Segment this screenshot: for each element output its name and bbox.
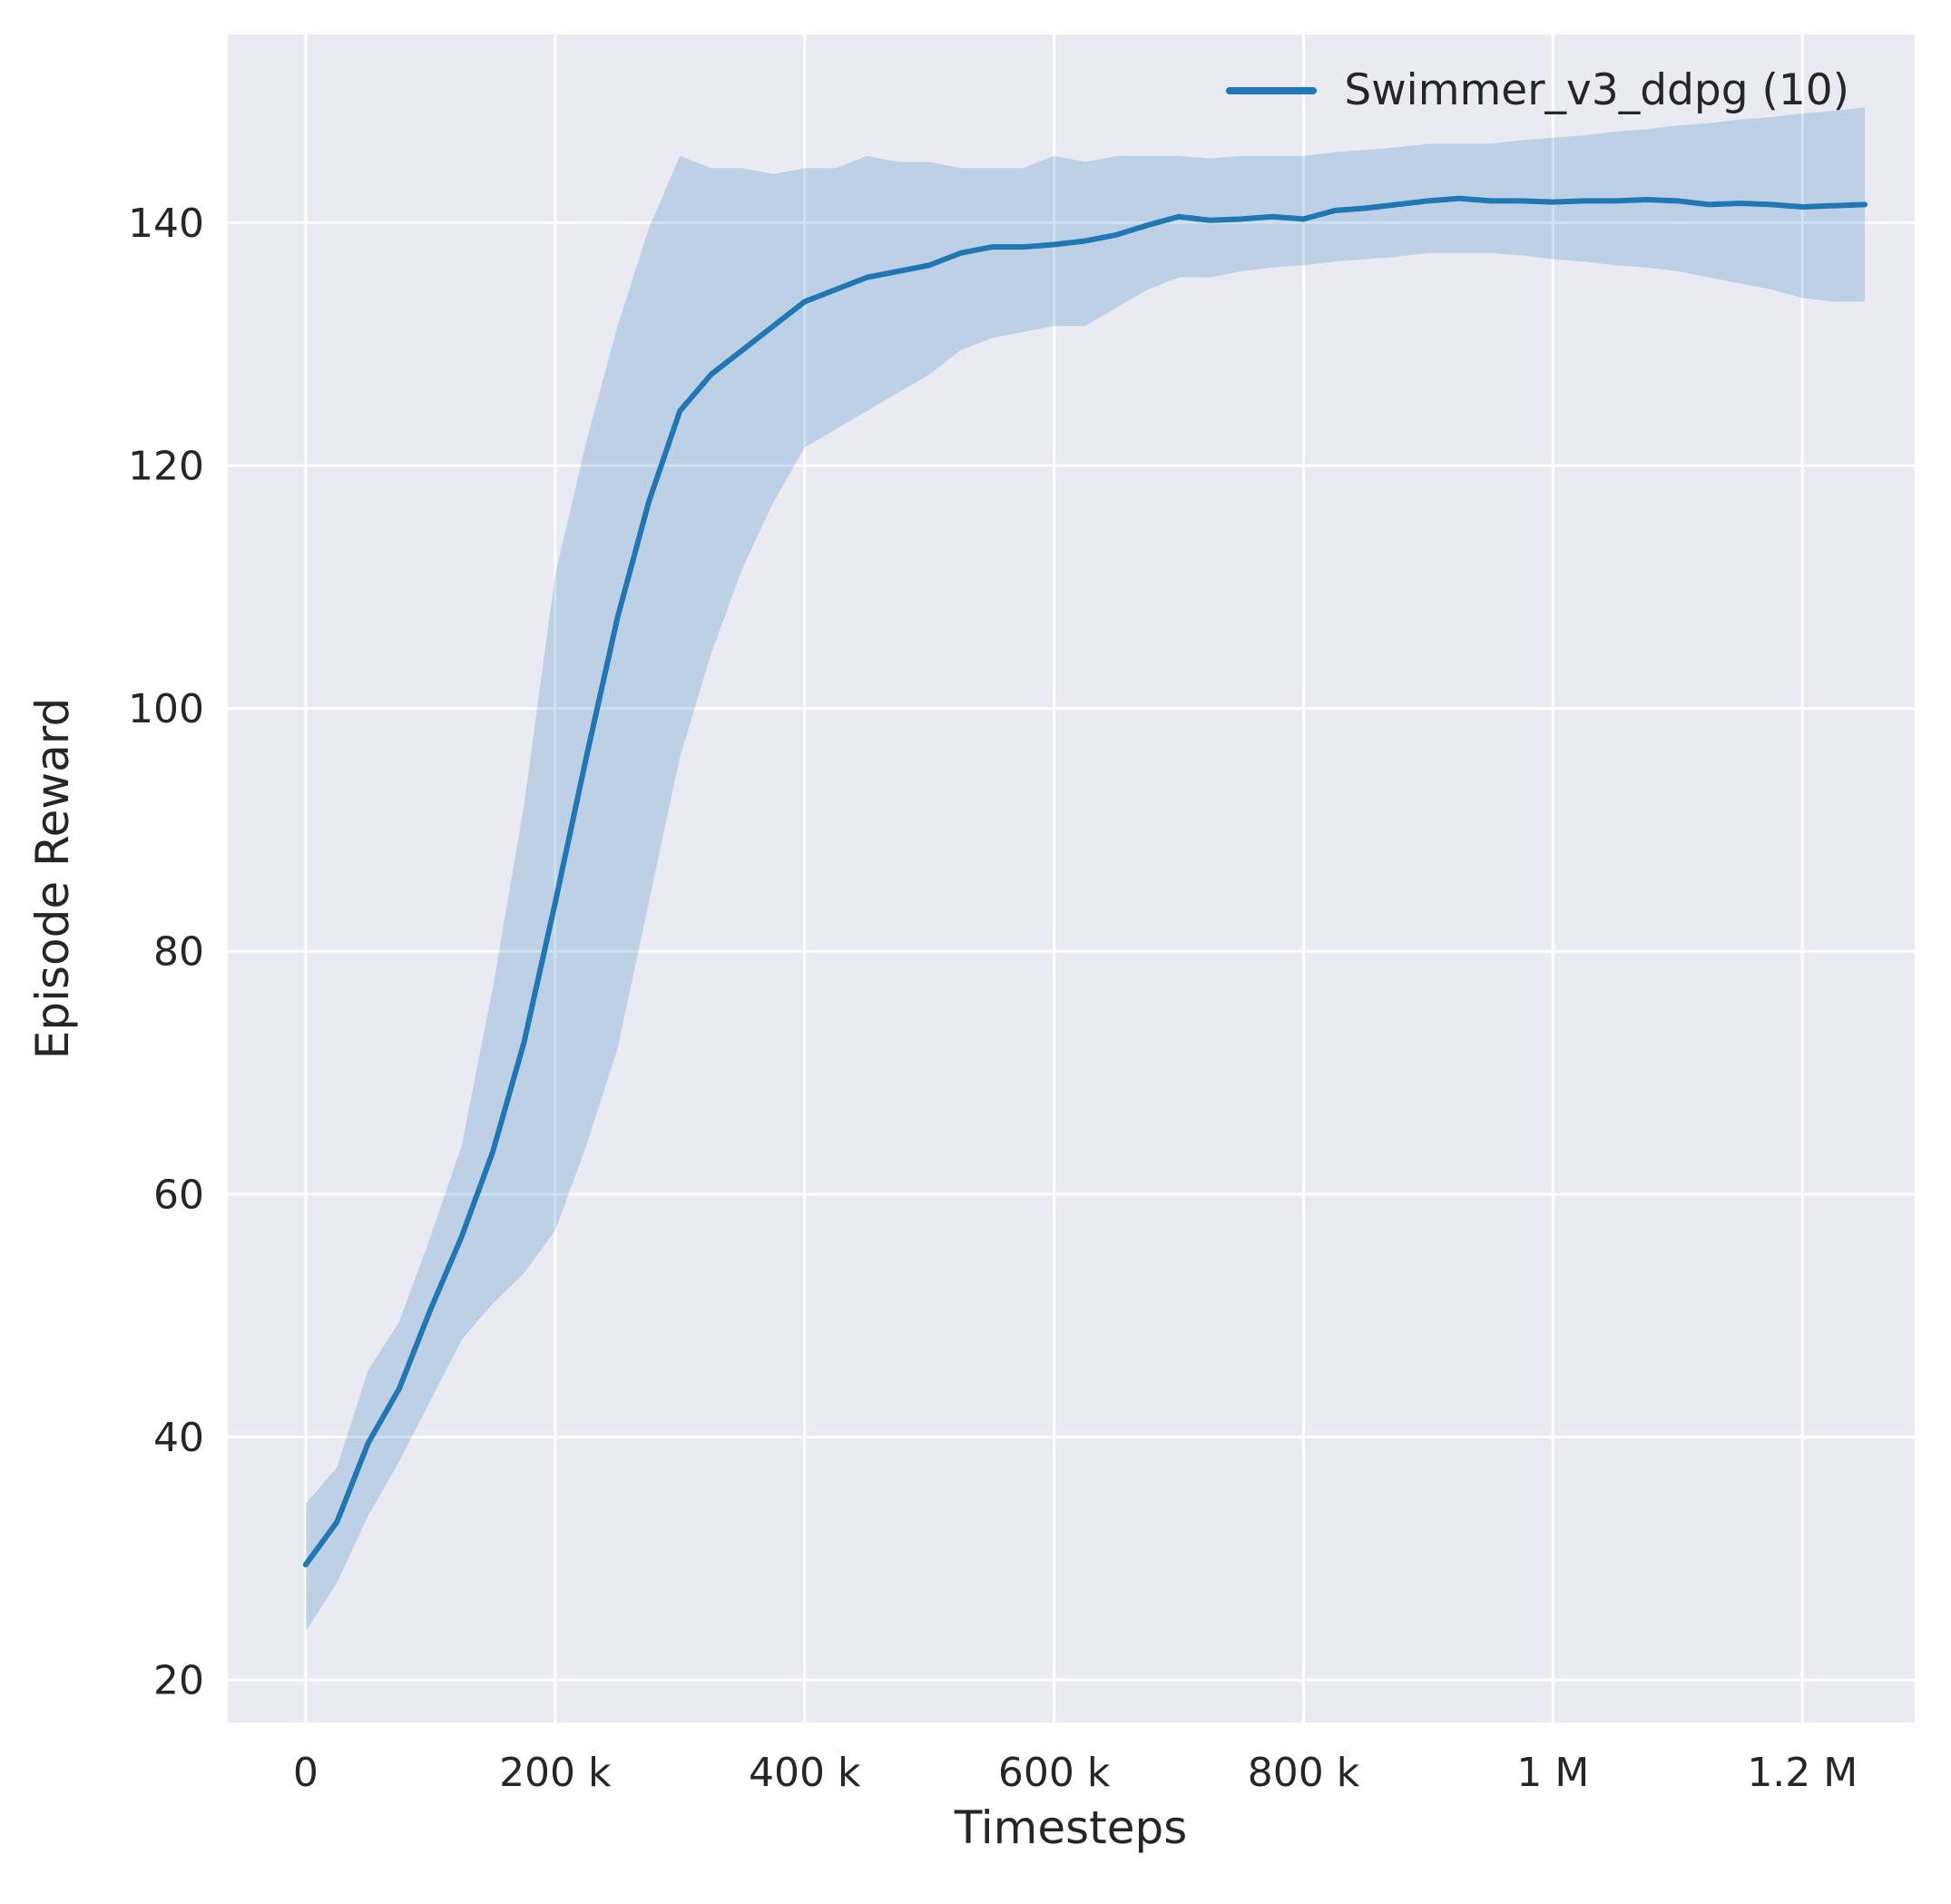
x-tick-label: 400 k — [749, 1750, 861, 1796]
legend-line-swatch — [1226, 86, 1318, 94]
x-tick-label: 0 — [293, 1750, 319, 1796]
x-tick-label: 600 k — [998, 1750, 1111, 1796]
confidence-band — [305, 107, 1866, 1632]
y-tick-label: 100 — [128, 686, 204, 732]
y-tick-label: 80 — [153, 929, 204, 976]
x-tick-label: 1 M — [1516, 1750, 1589, 1796]
x-axis-label: Timesteps — [954, 1801, 1188, 1854]
y-tick-label: 20 — [153, 1658, 204, 1704]
y-tick-label: 60 — [153, 1172, 204, 1218]
x-tick-label: 200 k — [499, 1750, 612, 1796]
x-tick-label: 1.2 M — [1747, 1750, 1858, 1796]
y-tick-label: 40 — [153, 1415, 204, 1461]
legend-label: Swimmer_v3_ddpg (10) — [1344, 65, 1849, 115]
x-tick-label: 800 k — [1248, 1750, 1360, 1796]
mean-line — [302, 195, 1868, 1568]
axes-background — [228, 34, 1915, 1722]
y-tick-label: 120 — [128, 443, 204, 489]
y-axis-label: Episode Reward — [26, 697, 79, 1060]
y-tick-label: 140 — [128, 201, 204, 247]
legend: Swimmer_v3_ddpg (10) — [1226, 65, 1849, 115]
